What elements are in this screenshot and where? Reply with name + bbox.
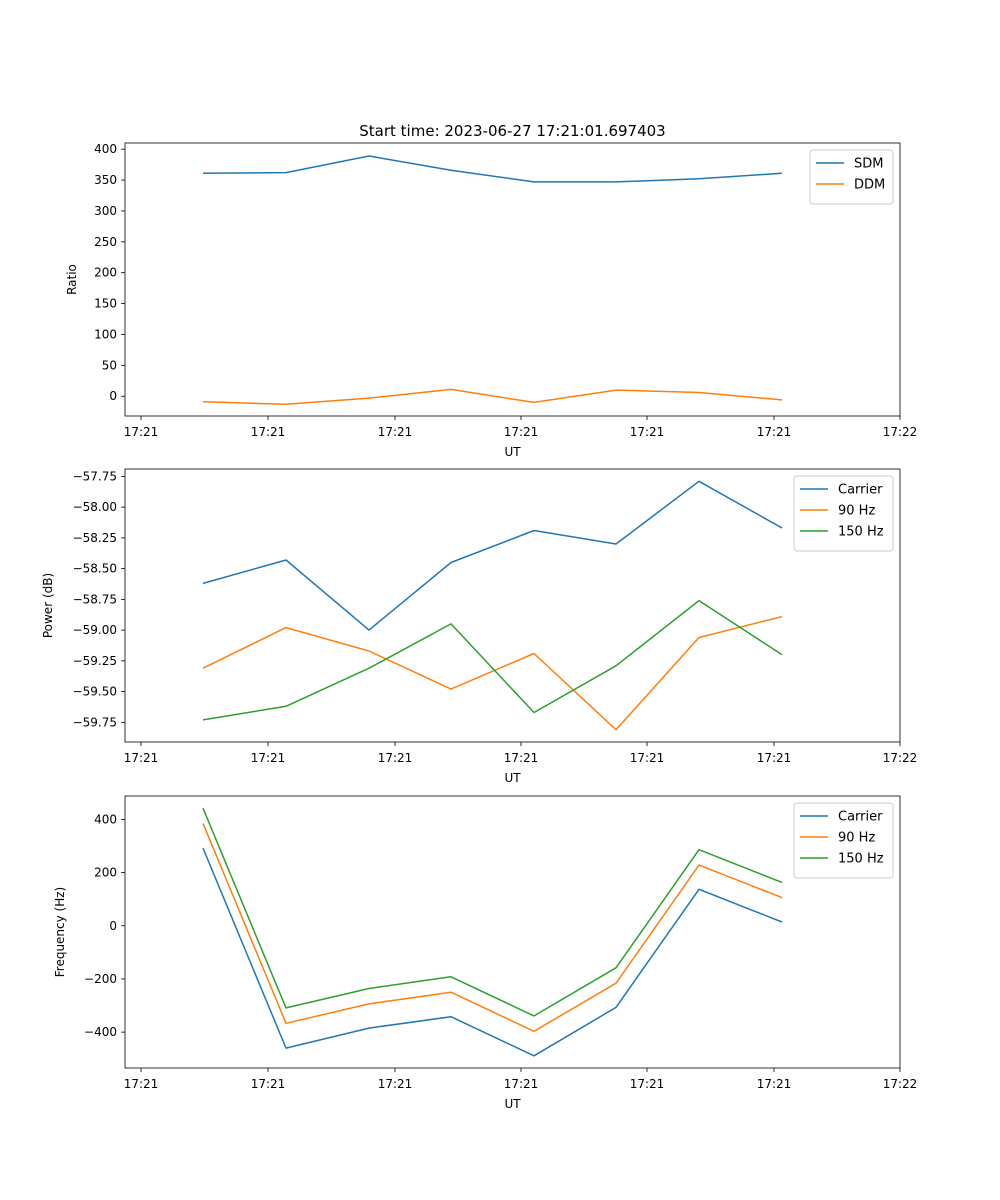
- axes-frame: [124, 142, 901, 417]
- y-tick-label: 250: [94, 235, 117, 249]
- y-tick-label: 400: [94, 812, 117, 826]
- y-tick-label: 300: [94, 204, 117, 218]
- legend: Carrier 90 Hz 150 Hz: [793, 802, 894, 879]
- y-tick-label: 0: [109, 919, 117, 933]
- series-line-3-3: [202, 807, 783, 1017]
- chart-panel-1: 17:21 17:21 17:21 17:21 17:21 17:21 17:22 UT 0 50…: [65, 142, 917, 459]
- y-tick-label: 350: [94, 173, 117, 187]
- legend: SDM DDM: [809, 149, 894, 205]
- x-tick-label: 17:21: [251, 751, 286, 765]
- y-tick-label: −58.00: [73, 500, 117, 514]
- series-line-3-2: [202, 823, 783, 1033]
- x-tick-label: 17:21: [124, 425, 159, 439]
- x-tick-label: 17:21: [504, 425, 539, 439]
- x-tick-label: 17:21: [124, 751, 159, 765]
- y-tick-label: 50: [102, 358, 117, 372]
- x-tick-label: 17:22: [883, 425, 918, 439]
- series-line-1-2: [202, 388, 783, 406]
- figure-title: Start time: 2023-06-27 17:21:01.697403: [359, 122, 665, 140]
- legend-label: 150 Hz: [838, 852, 884, 867]
- y-tick-label: −200: [84, 972, 117, 986]
- x-tick-label: 17:21: [757, 425, 792, 439]
- x-tick-label: 17:21: [504, 1077, 539, 1091]
- x-tick-label: 17:21: [378, 751, 413, 765]
- x-tick-label: 17:21: [630, 425, 665, 439]
- y-tick-label: −59.25: [73, 654, 117, 668]
- chart-panel-2: 17:21 17:21 17:21 17:21 17:21 17:21 17:22 UT −59…: [41, 468, 918, 785]
- x-tick-label: 17:21: [757, 751, 792, 765]
- x-axis-label: UT: [504, 1097, 521, 1111]
- x-tick-label: 17:21: [378, 1077, 413, 1091]
- x-axis-label: UT: [504, 771, 521, 785]
- y-tick-label: 200: [94, 266, 117, 280]
- x-tick-label: 17:21: [757, 1077, 792, 1091]
- y-axis-label: Power (dB): [41, 573, 55, 638]
- legend-label: DDM: [854, 178, 885, 193]
- x-tick-label: 17:21: [504, 751, 539, 765]
- x-tick-label: 17:21: [251, 425, 286, 439]
- legend-label: 90 Hz: [838, 504, 875, 519]
- legend-label: Carrier: [838, 810, 883, 825]
- y-tick-label: 400: [94, 142, 117, 156]
- y-axis-label: Ratio: [65, 264, 79, 295]
- x-tick-label: 17:21: [630, 751, 665, 765]
- x-axis-label: UT: [504, 445, 521, 459]
- y-tick-label: 100: [94, 327, 117, 341]
- y-tick-label: 150: [94, 297, 117, 311]
- y-tick-label: 0: [109, 389, 117, 403]
- legend-label: 150 Hz: [838, 525, 884, 540]
- y-tick-label: −58.50: [73, 562, 117, 576]
- y-tick-label: −59.75: [73, 715, 117, 729]
- y-tick-label: 200: [94, 866, 117, 880]
- axes-frame: [124, 795, 901, 1069]
- axes-frame: [124, 468, 901, 743]
- y-tick-label: −57.75: [73, 469, 117, 483]
- x-tick-label: 17:21: [251, 1077, 286, 1091]
- legend-label: 90 Hz: [838, 831, 875, 846]
- series-line-1-1: [202, 155, 783, 183]
- x-tick-label: 17:22: [883, 751, 918, 765]
- x-tick-label: 17:21: [378, 425, 413, 439]
- legend-label: SDM: [854, 157, 883, 172]
- y-tick-label: −58.75: [73, 592, 117, 606]
- legend-label: Carrier: [838, 483, 883, 498]
- series-line-3-1: [202, 847, 783, 1057]
- y-tick-label: −59.00: [73, 623, 117, 637]
- legend: Carrier 90 Hz 150 Hz: [793, 475, 894, 552]
- series-line-2-3: [202, 599, 783, 721]
- chart-panel-3: 17:21 17:21 17:21 17:21 17:21 17:21 17:22 UT −40…: [53, 795, 918, 1111]
- y-axis-label: Frequency (Hz): [53, 887, 67, 978]
- x-tick-label: 17:21: [124, 1077, 159, 1091]
- x-tick-label: 17:22: [883, 1077, 918, 1091]
- x-tick-label: 17:21: [630, 1077, 665, 1091]
- y-tick-label: −58.25: [73, 531, 117, 545]
- y-tick-label: −59.50: [73, 685, 117, 699]
- series-line-2-2: [202, 615, 783, 731]
- y-tick-label: −400: [84, 1025, 117, 1039]
- series-line-2-1: [202, 480, 783, 631]
